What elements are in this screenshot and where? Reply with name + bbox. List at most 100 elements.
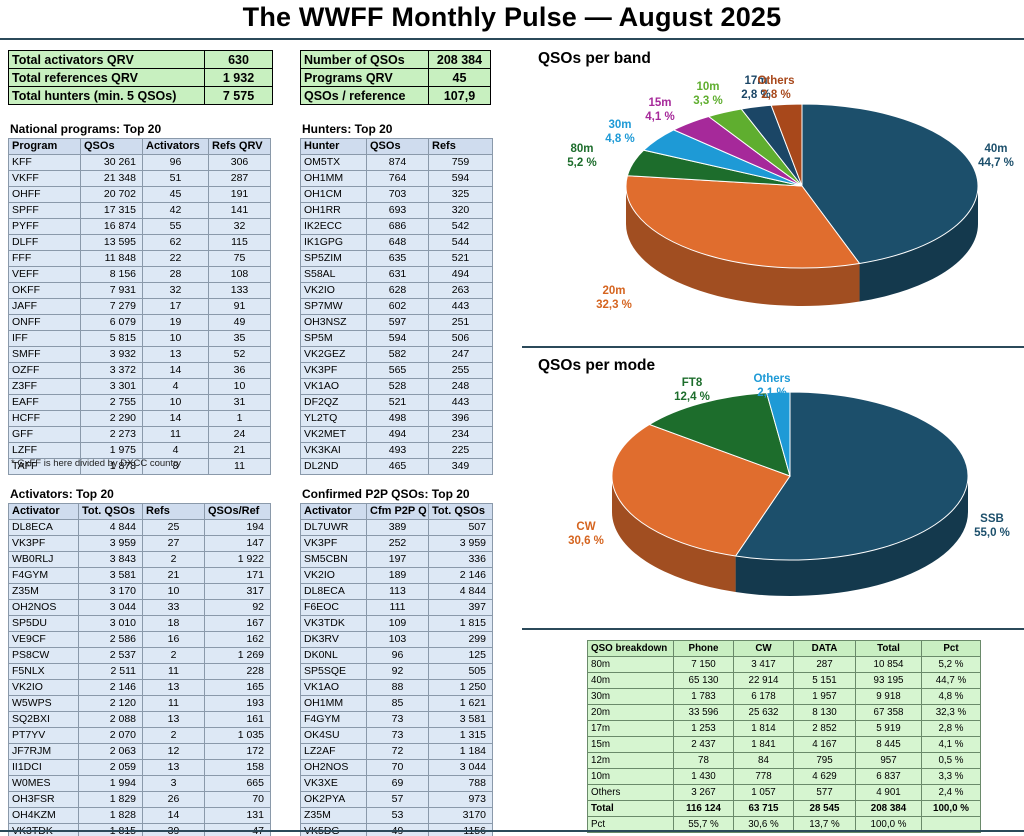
table-cell: 3 267 — [673, 784, 734, 801]
table-cell: 3 372 — [80, 362, 143, 379]
table-row: OK2PYA 57 973 — [300, 791, 493, 808]
table-cell: 2 — [142, 551, 205, 568]
pie-label-category: 20m — [602, 285, 625, 297]
table-cell: 80m — [587, 656, 674, 673]
table-cell: 100,0 % — [921, 800, 981, 817]
table-cell: 189 — [366, 567, 429, 584]
table-row: SP5M 594 506 — [300, 330, 493, 347]
table-cell: 26 — [142, 791, 205, 808]
table-cell: 69 — [366, 775, 429, 792]
table-cell: 10 — [208, 378, 271, 395]
table-cell: 125 — [428, 647, 493, 664]
table-cell: F4GYM — [8, 567, 79, 584]
table-cell: DF2QZ — [300, 394, 367, 411]
table-cell: OH2NOS — [8, 599, 79, 616]
table-cell: 14 — [142, 410, 209, 427]
table-cell: 193 — [204, 695, 271, 712]
table-cell: 17 315 — [80, 202, 143, 219]
pie-slice-others — [765, 391, 791, 477]
table-cell: Pct — [587, 816, 674, 833]
table-cell: 2 088 — [78, 711, 143, 728]
table-cell: OKFF — [8, 282, 81, 299]
table-cell: SP5DU — [8, 615, 79, 632]
table-cell: VE9CF — [8, 631, 79, 648]
table-cell: DK0NL — [300, 647, 367, 664]
table-cell: 116 124 — [673, 800, 734, 817]
table-cell: 35 — [208, 330, 271, 347]
table-cell: 1 922 — [204, 551, 271, 568]
table-cell: 13 — [142, 711, 205, 728]
table-cell: 3 301 — [80, 378, 143, 395]
table-cell: CW — [733, 640, 794, 657]
table-row: OH4KZM 1 828 14 131 — [8, 807, 271, 824]
table-cell: 2 146 — [78, 679, 143, 696]
table-cell: 10m — [587, 768, 674, 785]
table-cell: 8 156 — [80, 266, 143, 283]
table-cell: F6EOC — [300, 599, 367, 616]
pie-label-value: 2,1 % — [757, 387, 786, 399]
table-cell: Total — [855, 640, 922, 657]
summary-value: 208 384 — [428, 50, 491, 69]
table-cell: 577 — [793, 784, 856, 801]
table-cell: 1 841 — [733, 736, 794, 753]
table-row: Others 3 267 1 057 577 4 901 2,4 % — [587, 784, 981, 801]
table-cell: 597 — [366, 314, 429, 331]
table-cell: 5,2 % — [921, 656, 981, 673]
pie-label-value: 3,3 % — [693, 95, 722, 107]
table-row: Z35M 3 170 10 317 — [8, 583, 271, 600]
table-cell: 73 — [366, 727, 429, 744]
table-cell: 31 — [208, 394, 271, 411]
pie-label-category: 30m — [608, 119, 631, 131]
table-cell: 1 057 — [733, 784, 794, 801]
table-row: DLFF 13 595 62 115 — [8, 234, 271, 251]
table-cell: 493 — [366, 442, 429, 459]
page-title: The WWFF Monthly Pulse — August 2025 — [242, 2, 782, 32]
table-row: SMFF 3 932 13 52 — [8, 346, 271, 363]
pie-label-category: Others — [757, 75, 794, 87]
table-cell: 263 — [428, 282, 493, 299]
table-cell: 565 — [366, 362, 429, 379]
table-cell: 3 010 — [78, 615, 143, 632]
table-cell: 1 250 — [428, 679, 493, 696]
table-row: VK2IO 189 2 146 — [300, 567, 493, 584]
table-cell: 287 — [208, 170, 271, 187]
table-cell: GFF — [8, 426, 81, 443]
table-cell: 1 829 — [78, 791, 143, 808]
table-row: SP5SQE 92 505 — [300, 663, 493, 680]
table-cell: 494 — [428, 266, 493, 283]
table-cell: OK2PYA — [300, 791, 367, 808]
table-row: VK2GEZ 582 247 — [300, 346, 493, 363]
p2p-title: Confirmed P2P QSOs: Top 20 — [302, 487, 470, 501]
table-cell: 1 878 — [80, 458, 143, 475]
table-cell: 1 815 — [78, 823, 143, 836]
table-cell: 2,8 % — [921, 720, 981, 737]
table-row: F6EOC 111 397 — [300, 599, 493, 616]
table-row: IK1GPG 648 544 — [300, 234, 493, 251]
pie-slice-40m — [801, 103, 979, 265]
table-cell: 49 — [208, 314, 271, 331]
table-cell: 397 — [428, 599, 493, 616]
table-row: JAFF 7 279 17 91 — [8, 298, 271, 315]
table-row: 30m 1 783 6 178 1 957 9 918 4,8 % — [587, 688, 981, 705]
table-cell: Others — [587, 784, 674, 801]
table-cell: 191 — [208, 186, 271, 203]
table-cell: 131 — [204, 807, 271, 824]
table-cell: 32,3 % — [921, 704, 981, 721]
table-cell: 15m — [587, 736, 674, 753]
column-header: Tot. QSOs — [78, 503, 143, 520]
national-table: Program QSOs Activators Refs QRV KFF 30 261 96… — [8, 138, 271, 475]
table-cell: 7 279 — [80, 298, 143, 315]
table-row: DL8ECA 4 844 25 194 — [8, 519, 271, 536]
table-cell: SP5SQE — [300, 663, 367, 680]
table-cell: 2 586 — [78, 631, 143, 648]
table-cell: 3 843 — [78, 551, 143, 568]
table-cell: 67 358 — [855, 704, 922, 721]
table-row: OH3FSR 1 829 26 70 — [8, 791, 271, 808]
table-cell: 1 975 — [80, 442, 143, 459]
table-cell: 18 — [142, 615, 205, 632]
table-row: IFF 5 815 10 35 — [8, 330, 271, 347]
table-row: PS8CW 2 537 2 1 269 — [8, 647, 271, 664]
table-cell: Z35M — [8, 583, 79, 600]
column-header: QSOs/Ref — [204, 503, 271, 520]
column-header: Activator — [8, 503, 79, 520]
